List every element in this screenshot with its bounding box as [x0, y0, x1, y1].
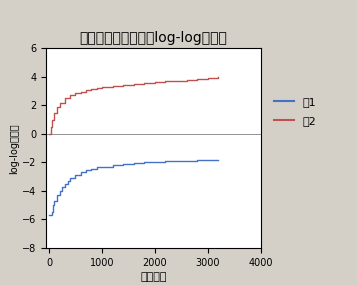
X-axis label: 生存日数: 生存日数 — [140, 272, 167, 282]
Y-axis label: log-log生存率: log-log生存率 — [10, 123, 20, 174]
Title: モデル診断のためのlog-log生存率: モデル診断のためのlog-log生存率 — [80, 30, 227, 44]
Legend: 群1, 群2: 群1, 群2 — [271, 94, 320, 129]
